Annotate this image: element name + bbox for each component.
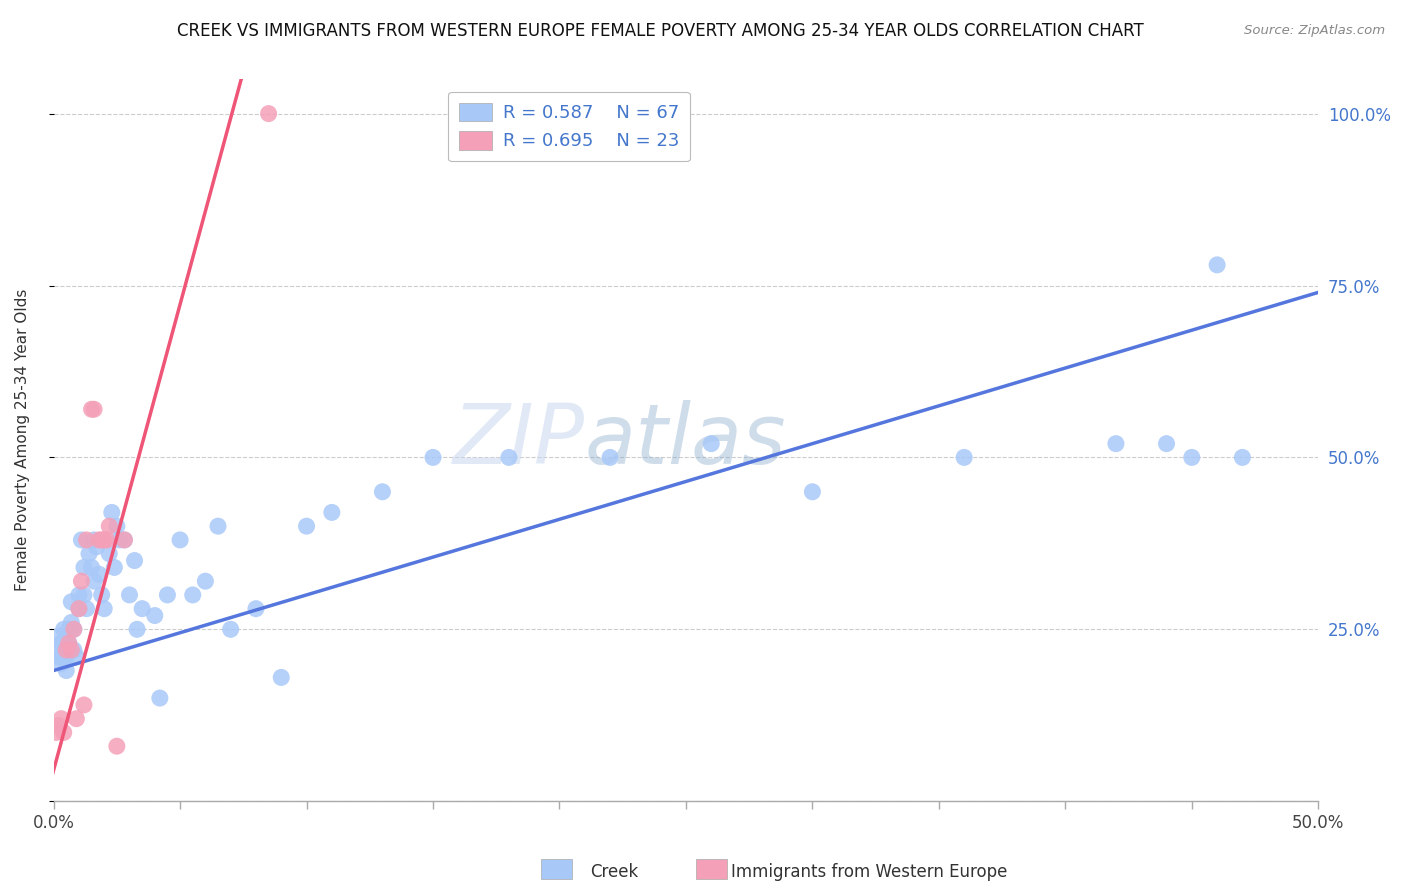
- Point: [86, 540, 108, 554]
- Point: [90, 588, 112, 602]
- Point: [52, 636, 75, 650]
- Point: [67, 601, 90, 615]
- Point: [58, 643, 80, 657]
- Point: [700, 436, 723, 450]
- Point: [65, 712, 87, 726]
- Point: [63, 622, 86, 636]
- Point: [101, 505, 124, 519]
- Point: [599, 450, 621, 465]
- Point: [89, 533, 111, 547]
- Point: [73, 560, 96, 574]
- Text: Source: ZipAtlas.com: Source: ZipAtlas.com: [1244, 24, 1385, 37]
- Point: [52, 622, 75, 636]
- Point: [1206, 258, 1229, 272]
- Point: [103, 560, 125, 574]
- Point: [114, 533, 136, 547]
- Point: [52, 725, 75, 739]
- Point: [93, 533, 115, 547]
- Point: [51, 712, 73, 726]
- Point: [89, 567, 111, 582]
- Point: [114, 533, 136, 547]
- Point: [498, 450, 520, 465]
- Point: [124, 553, 146, 567]
- Point: [67, 588, 90, 602]
- Point: [270, 670, 292, 684]
- Point: [125, 622, 148, 636]
- Point: [51, 657, 73, 671]
- Point: [257, 106, 280, 120]
- Point: [143, 608, 166, 623]
- Point: [48, 629, 70, 643]
- Point: [55, 629, 77, 643]
- Point: [83, 533, 105, 547]
- Point: [60, 615, 83, 630]
- Text: ZIP: ZIP: [453, 400, 585, 481]
- Point: [98, 519, 121, 533]
- Point: [80, 560, 103, 574]
- Point: [63, 622, 86, 636]
- Point: [73, 698, 96, 712]
- Point: [77, 547, 100, 561]
- Point: [194, 574, 217, 589]
- Point: [58, 636, 80, 650]
- Point: [422, 450, 444, 465]
- Point: [48, 649, 70, 664]
- Point: [1232, 450, 1254, 465]
- Point: [48, 718, 70, 732]
- Point: [76, 601, 98, 615]
- Point: [207, 519, 229, 533]
- Point: [51, 636, 73, 650]
- Text: atlas: atlas: [585, 400, 786, 481]
- Point: [70, 574, 93, 589]
- Point: [58, 636, 80, 650]
- Point: [55, 664, 77, 678]
- Point: [65, 649, 87, 664]
- Point: [1156, 436, 1178, 450]
- Point: [953, 450, 976, 465]
- Text: CREEK VS IMMIGRANTS FROM WESTERN EUROPE FEMALE POVERTY AMONG 25-34 YEAR OLDS COR: CREEK VS IMMIGRANTS FROM WESTERN EUROPE …: [177, 22, 1144, 40]
- Point: [96, 533, 118, 547]
- Point: [1105, 436, 1128, 450]
- Point: [45, 643, 67, 657]
- Point: [70, 533, 93, 547]
- Point: [801, 484, 824, 499]
- Point: [67, 601, 90, 615]
- Point: [219, 622, 242, 636]
- Text: Immigrants from Western Europe: Immigrants from Western Europe: [731, 863, 1008, 881]
- Point: [73, 588, 96, 602]
- Point: [60, 595, 83, 609]
- Point: [83, 574, 105, 589]
- Point: [181, 588, 204, 602]
- Point: [131, 601, 153, 615]
- Point: [93, 601, 115, 615]
- Point: [80, 402, 103, 417]
- Point: [149, 691, 172, 706]
- Y-axis label: Female Poverty Among 25-34 Year Olds: Female Poverty Among 25-34 Year Olds: [15, 289, 30, 591]
- Point: [169, 533, 191, 547]
- Legend: R = 0.587    N = 67, R = 0.695    N = 23: R = 0.587 N = 67, R = 0.695 N = 23: [449, 92, 690, 161]
- Point: [58, 622, 80, 636]
- Point: [108, 533, 131, 547]
- Point: [90, 533, 112, 547]
- Point: [60, 643, 83, 657]
- Point: [52, 649, 75, 664]
- Point: [245, 601, 267, 615]
- Point: [105, 519, 128, 533]
- Point: [371, 484, 394, 499]
- Point: [156, 588, 179, 602]
- Point: [105, 739, 128, 754]
- Point: [1181, 450, 1204, 465]
- Point: [76, 533, 98, 547]
- Point: [55, 649, 77, 664]
- Point: [98, 547, 121, 561]
- Point: [83, 402, 105, 417]
- Point: [118, 588, 141, 602]
- Point: [63, 643, 86, 657]
- Point: [45, 725, 67, 739]
- Text: Creek: Creek: [591, 863, 638, 881]
- Point: [55, 643, 77, 657]
- Point: [295, 519, 318, 533]
- Point: [321, 505, 343, 519]
